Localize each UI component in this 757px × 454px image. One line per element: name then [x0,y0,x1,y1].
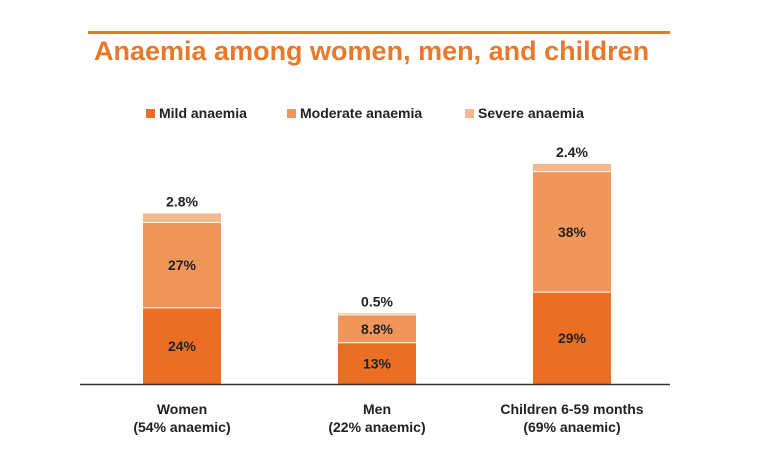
category-label: Women [157,401,207,417]
category-sublabel: (69% anaemic) [523,419,620,435]
bar-segment [143,222,221,308]
category-label: Men [363,401,391,417]
legend-swatch [146,109,155,118]
chart-title: Anaemia among women, men, and children [94,36,650,66]
legend-swatch [465,109,474,118]
category-sublabel: (54% anaemic) [133,419,230,435]
data-label: 8.8% [361,321,393,337]
data-label: 27% [168,257,197,273]
title-rule [88,31,670,34]
data-label: 38% [558,224,587,240]
bar-segment [533,164,611,172]
bar-segment [143,213,221,223]
data-label: 24% [168,338,197,354]
data-label: 0.5% [361,293,393,309]
legend-swatch [287,109,296,118]
bar-segment [533,292,611,384]
bar-segment [533,171,611,293]
legend-label: Mild anaemia [159,105,247,121]
category-sublabel: (22% anaemic) [328,419,425,435]
data-label: 2.4% [556,144,588,160]
bar-segment [143,307,221,384]
data-label: 2.8% [166,193,198,209]
legend-label: Severe anaemia [478,105,584,121]
bar-segment [338,342,416,384]
data-label: 13% [363,355,392,371]
legend-label: Moderate anaemia [300,105,422,121]
category-label: Children 6-59 months [500,401,643,417]
bar-segment [338,314,416,343]
data-label: 29% [558,330,587,346]
bar-segment [338,313,416,315]
